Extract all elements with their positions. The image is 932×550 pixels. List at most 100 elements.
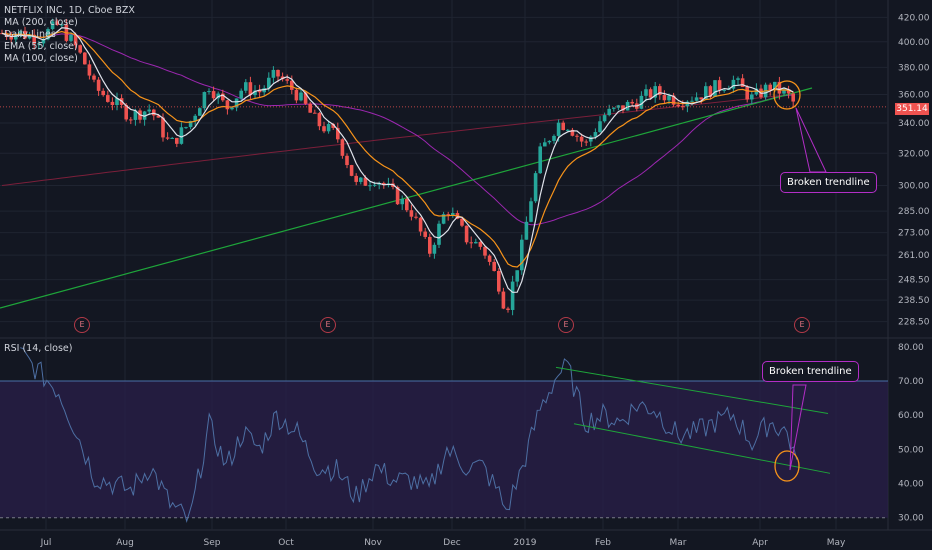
candle-body [156, 115, 161, 118]
candle-body [722, 89, 726, 91]
time-tick-label: Sep [204, 538, 221, 548]
candle-body [175, 137, 179, 144]
candle-body [276, 69, 280, 77]
candle-body [41, 39, 46, 44]
time-tick-label: Dec [443, 538, 460, 548]
candle-body [497, 270, 501, 292]
price-tick-label: 238.50 [898, 296, 930, 306]
candle-body [147, 109, 151, 112]
price-tick-label: 300.00 [898, 182, 930, 192]
candle-body [529, 201, 533, 222]
candle-body [262, 88, 266, 93]
rsi-highlight-ellipse [774, 450, 800, 482]
callout-rsi-trendline[interactable]: Broken trendline [762, 361, 859, 382]
candle-body [354, 175, 358, 182]
candle-body [78, 45, 82, 53]
indicator-ma100[interactable]: MA (100, close) [4, 53, 78, 64]
candle-body [598, 121, 602, 133]
candle-body [671, 95, 676, 105]
candle-body [294, 89, 299, 101]
rsi-tick-label: 30.00 [898, 514, 924, 524]
candle-body [400, 199, 404, 205]
candle-body [717, 80, 722, 90]
candle-body [331, 124, 335, 128]
candle-body [244, 82, 248, 91]
chart-legend: NETFLIX INC, 1D, Cboe BZX MA (200, close… [4, 5, 135, 65]
candle-body [368, 185, 372, 187]
price-tick-label: 248.50 [898, 276, 930, 286]
last-price-tag: 351.14 [895, 103, 929, 115]
indicator-daily-lines[interactable]: Daily Lines [4, 29, 56, 40]
candle-body [547, 140, 552, 143]
candle-body [543, 142, 547, 147]
candle-body [441, 214, 446, 224]
candle-body [207, 91, 211, 93]
indicator-ema55[interactable]: EMA (55, close) [4, 41, 78, 52]
rsi-tick-label: 80.00 [898, 343, 924, 353]
candle-body [110, 101, 115, 106]
candle-body [216, 93, 220, 99]
candle-body [363, 177, 368, 186]
candle-body [653, 86, 657, 98]
price-tick-label: 340.00 [898, 119, 930, 129]
candle-body [556, 122, 561, 136]
candle-body [395, 186, 400, 205]
candle-body [662, 95, 667, 101]
candle-body [253, 90, 257, 96]
candle-body [566, 129, 570, 131]
rsi-axis: 80.00 70.00 60.00 50.00 40.00 30.00 [898, 343, 924, 524]
earnings-badge[interactable]: E [320, 317, 336, 333]
candle-body [211, 91, 216, 99]
candle-body [777, 81, 782, 94]
candle-body [179, 127, 184, 144]
candle-body [464, 225, 469, 243]
rsi-title[interactable]: RSI (14, close) [4, 343, 73, 354]
candle-body [621, 105, 625, 111]
candle-body [501, 291, 506, 309]
candle-body [248, 82, 253, 96]
earnings-badge[interactable]: E [794, 317, 810, 333]
rsi-tick-label: 40.00 [898, 480, 924, 490]
candle-body [492, 261, 496, 271]
candle-body [345, 155, 349, 166]
price-axis: 420.00 400.00 380.00 360.00 340.00 320.00 300.… [898, 13, 930, 327]
candle-body [129, 119, 133, 121]
candle-body [768, 84, 772, 91]
candle-body [745, 86, 749, 100]
candle-body [198, 108, 202, 116]
candle-body [685, 101, 690, 107]
earnings-badge[interactable]: E [74, 317, 90, 333]
earnings-badge[interactable]: E [558, 317, 574, 333]
price-tick-label: 400.00 [898, 38, 930, 48]
price-highlight-ellipse [773, 80, 801, 110]
ma20-line [1, 27, 794, 293]
indicator-ma200[interactable]: MA (200, close) [4, 17, 78, 28]
candle-body [708, 86, 713, 97]
candle-body [570, 129, 575, 136]
candle-body [432, 244, 437, 254]
candle-body [152, 109, 156, 116]
price-tick-label: 380.00 [898, 63, 930, 73]
candle-body [644, 89, 648, 96]
callout-price-trendline[interactable]: Broken trendline [780, 172, 877, 193]
candle-body [515, 270, 519, 282]
ema55-line [1, 30, 794, 268]
time-tick-label: May [827, 538, 846, 548]
candle-body [681, 106, 685, 108]
candle-body [579, 136, 584, 142]
candle-body [184, 127, 188, 129]
candle-body [607, 108, 611, 116]
candle-body [676, 104, 680, 107]
candle-body [428, 236, 432, 254]
candle-body [658, 86, 662, 96]
candle-body [575, 135, 579, 137]
candle-body [423, 231, 427, 237]
symbol-title: NETFLIX INC, 1D, Cboe BZX [4, 5, 135, 16]
candle-body [349, 165, 354, 176]
time-tick-label: Nov [364, 538, 382, 548]
time-axis: Jul Aug Sep Oct Nov Dec 2019 Feb Mar Apr May [40, 538, 846, 548]
price-trendline [0, 87, 813, 309]
candle-body [124, 104, 128, 120]
rsi-channel-lower [573, 423, 831, 474]
